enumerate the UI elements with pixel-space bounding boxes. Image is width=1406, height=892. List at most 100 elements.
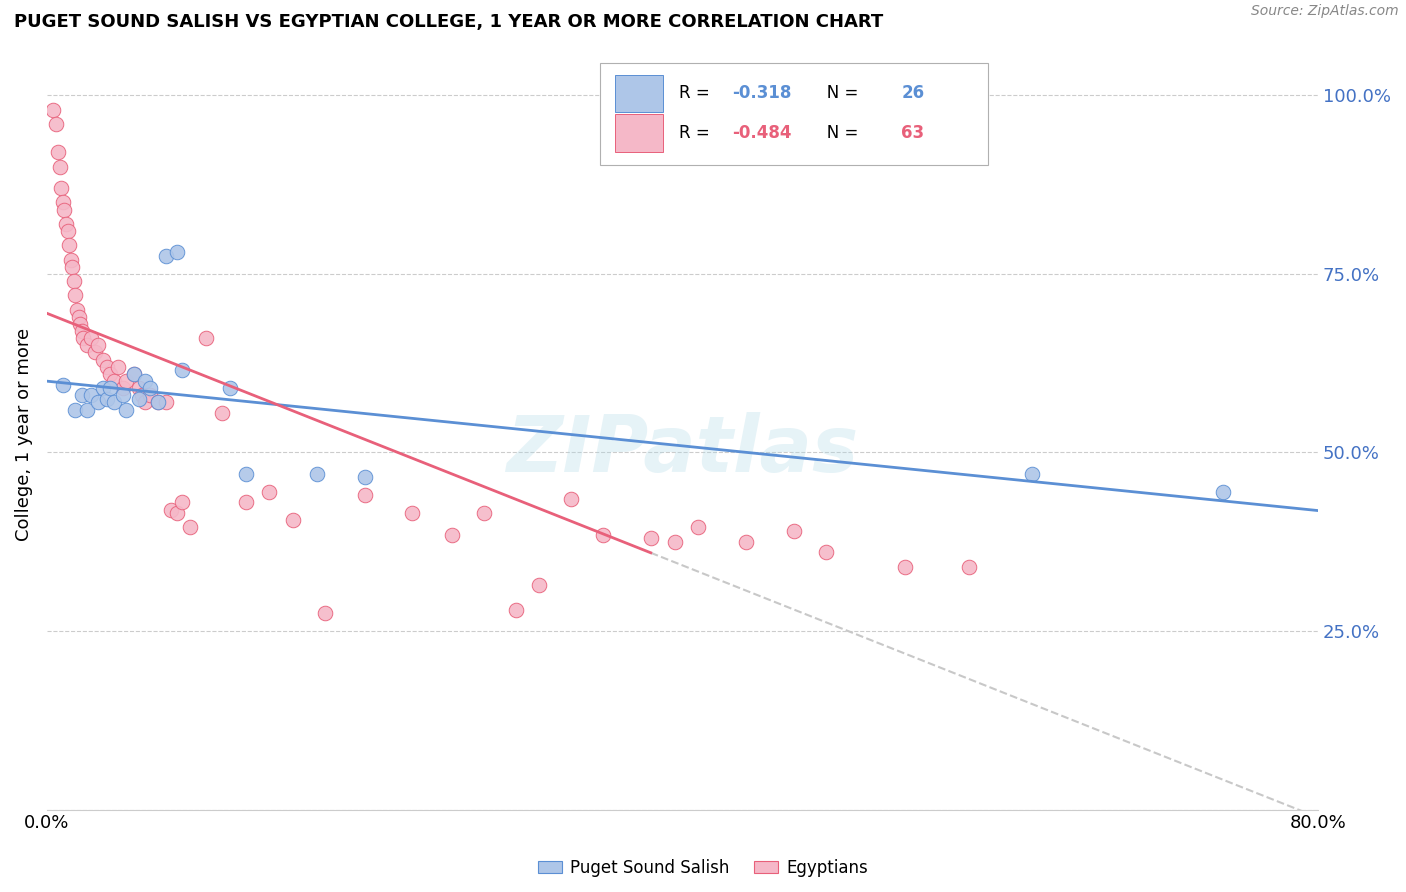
Point <box>66 302 89 317</box>
Point <box>80 388 103 402</box>
Text: -0.484: -0.484 <box>733 124 792 142</box>
Point <box>640 531 662 545</box>
Point <box>72 331 94 345</box>
Point <box>1212 484 1234 499</box>
Point <box>814 545 837 559</box>
Point <box>160 502 183 516</box>
Point <box>124 367 146 381</box>
Point <box>46 145 69 160</box>
Point <box>70 388 93 402</box>
Point <box>67 310 90 324</box>
Point <box>894 559 917 574</box>
Point <box>80 331 103 345</box>
Point <box>235 495 257 509</box>
Point <box>52 377 75 392</box>
Point <box>128 381 150 395</box>
Point <box>55 217 77 231</box>
Point <box>194 331 217 345</box>
Point <box>91 352 114 367</box>
Point <box>96 392 118 406</box>
Point <box>58 238 80 252</box>
Point <box>170 363 193 377</box>
Point <box>283 513 305 527</box>
Text: -0.318: -0.318 <box>733 85 792 103</box>
Point <box>688 520 710 534</box>
Point <box>314 606 336 620</box>
Point <box>401 506 423 520</box>
Text: R =: R = <box>679 124 720 142</box>
Point <box>87 395 110 409</box>
Point <box>115 402 138 417</box>
Point <box>139 388 162 402</box>
Point <box>783 524 806 538</box>
Point <box>45 117 67 131</box>
Point <box>211 406 233 420</box>
Point <box>131 388 153 402</box>
Point <box>51 181 73 195</box>
Point <box>87 338 110 352</box>
Point <box>735 534 758 549</box>
Point <box>70 324 93 338</box>
Point <box>103 395 125 409</box>
Point <box>305 467 328 481</box>
Point <box>235 467 257 481</box>
Text: ZIPatlas: ZIPatlas <box>506 411 859 488</box>
Text: R =: R = <box>679 85 720 103</box>
Legend: Puget Sound Salish, Egyptians: Puget Sound Salish, Egyptians <box>531 853 875 884</box>
Point <box>505 602 527 616</box>
Point <box>146 395 169 409</box>
Text: N =: N = <box>811 85 863 103</box>
Point <box>56 224 79 238</box>
Point <box>146 395 169 409</box>
Point <box>128 392 150 406</box>
Point <box>91 381 114 395</box>
Point <box>139 381 162 395</box>
Point <box>166 506 188 520</box>
Point <box>155 249 177 263</box>
Point <box>42 103 65 117</box>
Point <box>107 359 129 374</box>
FancyBboxPatch shape <box>600 63 987 165</box>
Text: Source: ZipAtlas.com: Source: ZipAtlas.com <box>1251 4 1399 19</box>
Point <box>65 288 87 302</box>
Point <box>76 402 98 417</box>
Point <box>52 195 75 210</box>
Point <box>179 520 201 534</box>
Point <box>76 338 98 352</box>
Point <box>63 274 86 288</box>
Point <box>155 395 177 409</box>
Text: PUGET SOUND SALISH VS EGYPTIAN COLLEGE, 1 YEAR OR MORE CORRELATION CHART: PUGET SOUND SALISH VS EGYPTIAN COLLEGE, … <box>14 13 883 31</box>
Point <box>53 202 76 217</box>
Point <box>592 527 614 541</box>
Point <box>134 374 156 388</box>
Point <box>112 388 135 402</box>
Point <box>170 495 193 509</box>
Point <box>96 359 118 374</box>
Point <box>65 402 87 417</box>
Point <box>529 577 551 591</box>
Point <box>59 252 82 267</box>
Point <box>103 374 125 388</box>
Point <box>259 484 281 499</box>
Point <box>664 534 686 549</box>
Point <box>124 367 146 381</box>
FancyBboxPatch shape <box>616 75 664 112</box>
Point <box>353 488 375 502</box>
Point <box>83 345 105 359</box>
Point <box>69 317 91 331</box>
Point <box>218 381 240 395</box>
Text: 63: 63 <box>901 124 924 142</box>
Y-axis label: College, 1 year or more: College, 1 year or more <box>15 328 32 541</box>
Point <box>1021 467 1043 481</box>
Point <box>134 395 156 409</box>
Point <box>60 260 83 274</box>
Point <box>48 160 70 174</box>
Point <box>353 470 375 484</box>
Point <box>166 245 188 260</box>
Text: N =: N = <box>811 124 863 142</box>
Text: 26: 26 <box>901 85 924 103</box>
Point <box>115 374 138 388</box>
Point <box>100 381 122 395</box>
FancyBboxPatch shape <box>616 114 664 152</box>
Point <box>560 491 582 506</box>
